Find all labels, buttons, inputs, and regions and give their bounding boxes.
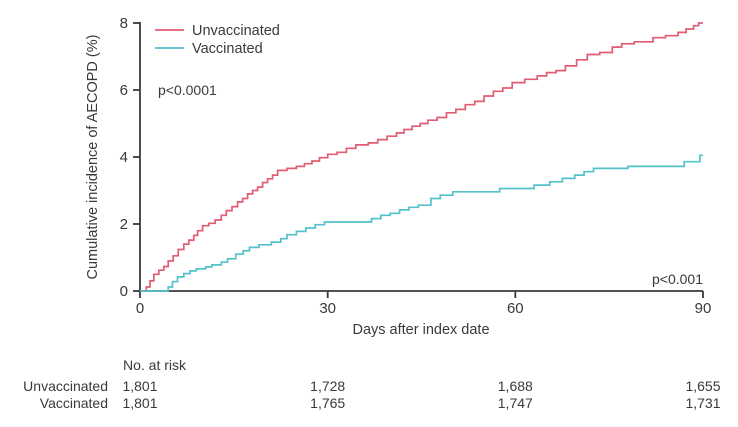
curve-unvaccinated — [140, 22, 703, 292]
x-tick-label-90: 90 — [695, 300, 712, 317]
x-tick-marks — [139, 291, 704, 298]
y-tick-label-8: 8 — [120, 15, 128, 32]
legend: Unvaccinated Vaccinated — [155, 23, 280, 57]
x-axis-title: Days after index date — [352, 322, 489, 338]
p-value-lower-right: p<0.001 — [652, 271, 703, 287]
y-tick-label-2: 2 — [120, 216, 128, 233]
risk-value: 1,728 — [310, 378, 345, 394]
risk-table: No. at risk Unvaccinated 1,801 1,728 1,6… — [23, 357, 721, 411]
survival-curves — [140, 22, 703, 292]
p-value-upper-left: p<0.0001 — [158, 82, 217, 98]
risk-value: 1,765 — [310, 395, 345, 411]
risk-value: 1,688 — [498, 378, 533, 394]
risk-table-header: No. at risk — [123, 357, 187, 373]
x-tick-label-30: 30 — [319, 300, 336, 317]
y-tick-label-6: 6 — [120, 82, 128, 99]
risk-value: 1,655 — [685, 378, 720, 394]
risk-value: 1,801 — [122, 395, 157, 411]
legend-label-unvaccinated: Unvaccinated — [192, 23, 280, 39]
legend-label-vaccinated: Vaccinated — [192, 41, 263, 57]
curve-vaccinated — [140, 154, 703, 292]
y-tick-marks — [133, 22, 140, 292]
y-axis-title: Cumulative incidence of AECOPD (%) — [85, 35, 101, 280]
risk-row-label-vaccinated: Vaccinated — [40, 395, 108, 411]
risk-row-label-unvaccinated: Unvaccinated — [23, 378, 108, 394]
risk-value: 1,801 — [122, 378, 157, 394]
risk-value: 1,747 — [498, 395, 533, 411]
x-tick-label-60: 60 — [507, 300, 524, 317]
y-tick-label-0: 0 — [120, 283, 128, 300]
y-tick-label-4: 4 — [120, 149, 128, 166]
x-tick-label-0: 0 — [136, 300, 144, 317]
risk-value: 1,731 — [685, 395, 720, 411]
